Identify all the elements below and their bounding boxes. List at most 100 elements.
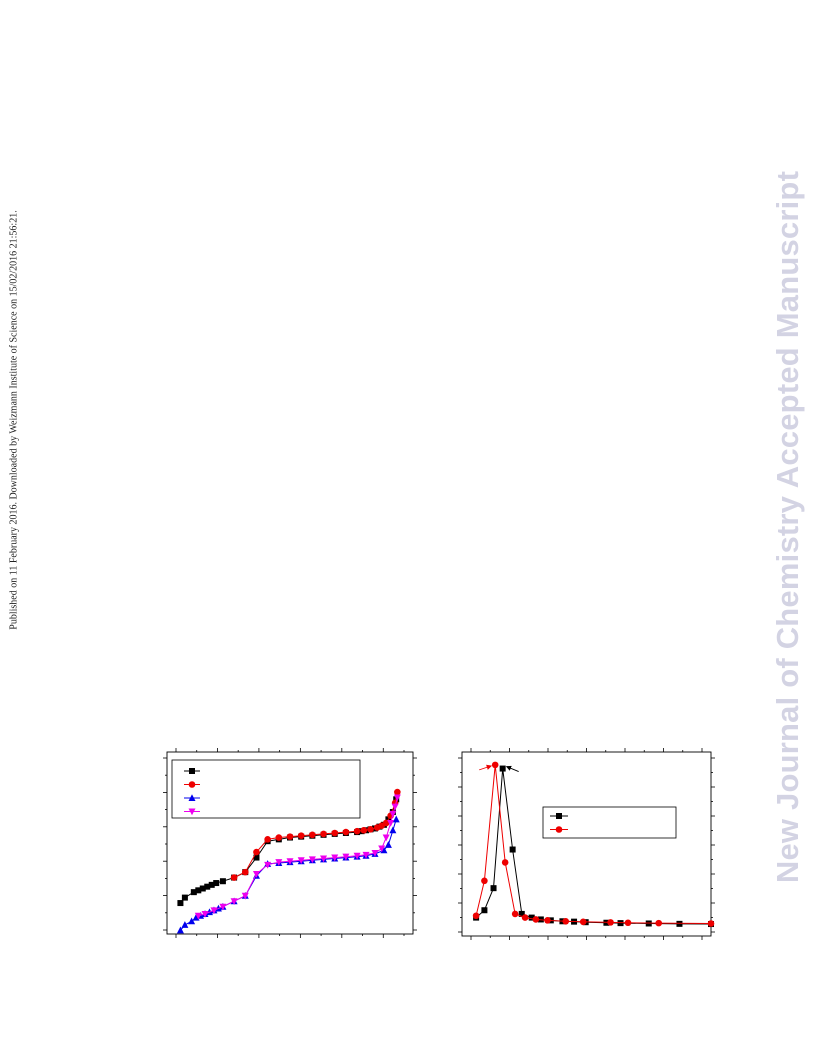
left-series-2-point	[253, 848, 260, 856]
right-series-1-point	[518, 910, 525, 917]
left-series-3-point	[181, 921, 189, 928]
left-series-4-point	[353, 852, 361, 860]
publication-note-text: Published on 11 February 2016. Downloade…	[8, 210, 20, 630]
left-series-3-point	[384, 841, 392, 848]
left-series-2-point	[297, 832, 305, 840]
left-axis-ticks	[163, 748, 417, 938]
left-series-4-point	[201, 910, 209, 918]
right-series-layer	[472, 761, 715, 928]
right-series-2-point	[624, 919, 632, 927]
left-series-4-point	[286, 858, 294, 865]
right-series-1-point	[499, 765, 506, 772]
left-chart	[163, 748, 417, 938]
left-series-1-point	[199, 885, 206, 892]
right-series-1-point	[676, 920, 683, 927]
right-series-2-line	[475, 764, 712, 924]
right-series-2-point	[481, 877, 488, 885]
left-series-4-point	[342, 853, 350, 861]
right-series-2-point	[472, 912, 480, 920]
right-legend-marker-2	[555, 826, 563, 833]
black-peak-arrow	[505, 765, 519, 772]
right-legend-box	[542, 806, 677, 839]
left-series-1-point	[190, 889, 197, 896]
left-plot-frame	[166, 751, 414, 935]
left-series-2-point	[275, 834, 283, 841]
left-series-2-point	[264, 836, 271, 843]
right-series-2-point	[562, 917, 570, 925]
left-series-4-point	[362, 851, 370, 859]
left-series-4-point	[378, 845, 386, 853]
left-series-4-point	[194, 912, 202, 920]
left-series-4-point	[297, 857, 305, 865]
left-series-3-point	[380, 846, 388, 854]
left-series-2-point	[367, 826, 374, 833]
left-series-3-point	[389, 826, 397, 834]
right-series-2-point	[579, 918, 587, 926]
left-series-4-point	[275, 859, 283, 866]
right-series-1-point	[509, 846, 516, 853]
left-series-1-point	[181, 894, 188, 901]
left-series-1-point	[177, 900, 184, 907]
right-series-2-point	[501, 859, 509, 866]
left-series-4-point	[308, 856, 316, 864]
right-series-2-point	[491, 761, 499, 769]
left-series-4-point	[252, 870, 260, 878]
left-series-4-point	[331, 854, 339, 862]
right-series-2-point	[544, 917, 551, 924]
left-series-2-point	[309, 831, 316, 839]
left-series-2-point	[342, 828, 350, 836]
left-series-4-point	[391, 803, 399, 811]
right-series-1-line	[475, 768, 712, 925]
left-series-1-point	[253, 854, 260, 861]
left-series-4-point	[241, 892, 249, 900]
right-legend-marker-1	[556, 813, 562, 819]
left-legend-marker-3	[188, 794, 196, 801]
left-series-2-point	[353, 827, 361, 835]
left-series-2-point	[241, 868, 249, 876]
left-series-1-point	[219, 878, 226, 885]
left-series-1-point	[195, 887, 202, 894]
left-series-3-point	[188, 917, 196, 925]
red-peak-arrow	[479, 764, 493, 771]
right-series-1-point	[528, 914, 535, 921]
right-peak-arrows	[479, 764, 519, 772]
right-plot-frame	[461, 751, 712, 937]
left-series-2-point	[331, 829, 339, 837]
left-series-2-point	[230, 874, 238, 881]
left-legend-marker-2	[188, 781, 196, 788]
right-series-2-point	[655, 919, 663, 927]
left-series-4-point	[393, 794, 401, 802]
left-series-3-point	[392, 815, 400, 823]
right-series-2-point	[532, 916, 540, 923]
left-series-1-point	[204, 883, 211, 890]
left-series-4-point	[210, 907, 218, 915]
left-series-1-point	[208, 881, 215, 888]
left-series-2-point	[382, 819, 390, 827]
right-series-1-point	[481, 907, 488, 914]
left-series-2-point	[320, 830, 327, 838]
left-series-2-point	[286, 833, 294, 840]
right-series-1-point	[490, 885, 497, 892]
left-legend-marker-1	[189, 768, 195, 774]
left-series-4-point	[230, 898, 238, 906]
right-chart	[458, 748, 715, 940]
left-legend-marker-4	[188, 808, 196, 816]
left-legend	[171, 759, 361, 819]
left-series-4-point	[219, 903, 227, 911]
right-series-2-point	[511, 910, 519, 918]
right-series-2-point	[607, 919, 614, 926]
right-axis-ticks	[458, 748, 715, 940]
left-series-2-point	[360, 826, 368, 834]
right-series-2-point	[521, 914, 529, 921]
left-series-layer	[176, 788, 401, 934]
journal-watermark-text: New Journal of Chemistry Accepted Manusc…	[770, 170, 805, 884]
left-series-2-point	[394, 788, 401, 796]
left-legend-box	[171, 759, 361, 819]
left-series-4-point	[264, 861, 272, 869]
left-series-4-point	[387, 819, 395, 827]
right-series-2-point	[707, 920, 715, 927]
left-series-4-point	[389, 810, 397, 818]
left-series-3-point	[176, 926, 184, 934]
left-series-1-point	[213, 880, 220, 887]
left-series-3-point	[192, 913, 200, 921]
